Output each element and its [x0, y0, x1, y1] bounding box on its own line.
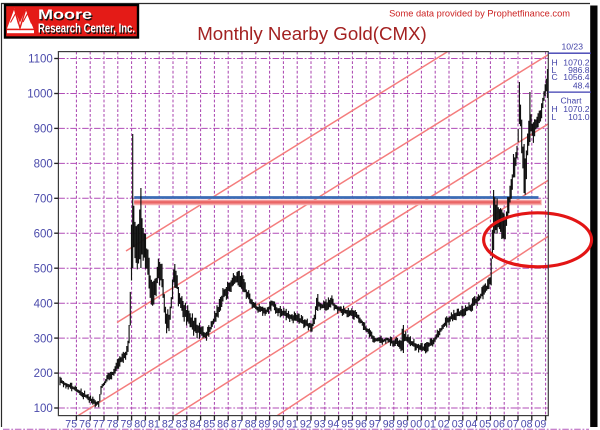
svg-text:81: 81	[148, 419, 160, 430]
svg-text:97: 97	[369, 419, 381, 430]
svg-text:00: 00	[410, 419, 422, 430]
svg-text:76: 76	[79, 419, 91, 430]
svg-text:82: 82	[162, 419, 174, 430]
svg-text:600: 600	[34, 228, 53, 240]
svg-text:87: 87	[231, 419, 243, 430]
svg-text:98: 98	[383, 419, 395, 430]
svg-text:03: 03	[452, 419, 464, 430]
svg-text:79: 79	[121, 419, 133, 430]
svg-text:1070.2: 1070.2	[563, 57, 590, 67]
svg-text:Moore: Moore	[39, 8, 94, 23]
svg-text:07: 07	[507, 419, 519, 430]
svg-text:02: 02	[438, 419, 450, 430]
svg-text:1000: 1000	[27, 89, 53, 101]
svg-text:96: 96	[355, 419, 367, 430]
svg-text:800: 800	[34, 159, 53, 171]
svg-text:H: H	[552, 57, 558, 67]
svg-text:95: 95	[341, 419, 353, 430]
svg-text:83: 83	[176, 419, 188, 430]
svg-text:300: 300	[34, 333, 53, 345]
svg-text:01: 01	[424, 419, 436, 430]
svg-text:Some data provided by Prophetf: Some data provided by Prophetfinance.com	[389, 9, 570, 19]
svg-text:09: 09	[535, 419, 547, 430]
svg-text:06: 06	[493, 419, 505, 430]
svg-text:91: 91	[286, 419, 298, 430]
svg-text:92: 92	[300, 419, 312, 430]
svg-text:H: H	[552, 104, 558, 114]
svg-text:77: 77	[93, 419, 105, 430]
svg-text:86: 86	[217, 419, 229, 430]
svg-text:04: 04	[466, 419, 478, 430]
svg-text:88: 88	[245, 419, 257, 430]
svg-text:10/23: 10/23	[561, 42, 583, 52]
svg-text:Chart: Chart	[560, 95, 582, 105]
svg-text:80: 80	[134, 419, 146, 430]
svg-text:L: L	[552, 65, 557, 75]
svg-text:99: 99	[397, 419, 409, 430]
svg-text:700: 700	[34, 194, 53, 206]
svg-text:75: 75	[65, 419, 77, 430]
svg-text:Research Center, Inc.: Research Center, Inc.	[38, 22, 135, 36]
svg-text:Research Center, Inc.: Research Center, Inc.	[39, 23, 136, 37]
svg-text:500: 500	[34, 263, 53, 275]
svg-text:90: 90	[272, 419, 284, 430]
svg-text:100: 100	[34, 403, 53, 415]
svg-text:101.0: 101.0	[568, 112, 590, 122]
svg-text:94: 94	[328, 419, 340, 430]
svg-text:08: 08	[521, 419, 533, 430]
svg-text:1100: 1100	[28, 54, 53, 66]
svg-text:986.8: 986.8	[568, 65, 590, 75]
svg-text:48.4: 48.4	[573, 81, 590, 91]
svg-text:L: L	[552, 112, 557, 122]
svg-text:200: 200	[34, 368, 53, 380]
svg-text:1056.4: 1056.4	[563, 72, 590, 82]
svg-text:400: 400	[34, 298, 53, 310]
svg-text:05: 05	[479, 419, 491, 430]
svg-text:1070.2: 1070.2	[563, 104, 590, 114]
svg-text:78: 78	[107, 419, 119, 430]
svg-text:93: 93	[314, 419, 326, 430]
svg-text:Monthly Nearby Gold(CMX): Monthly Nearby Gold(CMX)	[197, 23, 427, 44]
svg-text:900: 900	[34, 124, 53, 136]
svg-text:84: 84	[190, 419, 202, 430]
svg-text:Moore: Moore	[38, 7, 93, 22]
svg-text:C: C	[552, 72, 558, 82]
svg-text:85: 85	[203, 419, 215, 430]
svg-text:89: 89	[259, 419, 271, 430]
